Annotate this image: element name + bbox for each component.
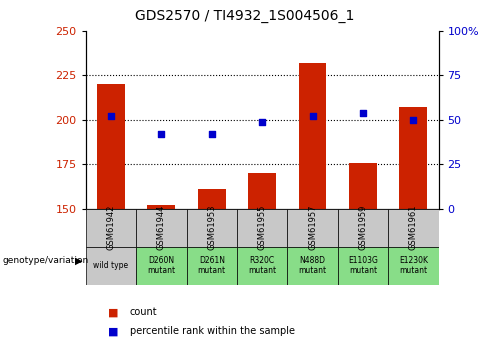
- Text: GSM61953: GSM61953: [207, 205, 216, 250]
- Text: count: count: [130, 307, 157, 317]
- Bar: [237, 209, 287, 247]
- Bar: [187, 247, 237, 285]
- Text: E1103G
mutant: E1103G mutant: [348, 256, 378, 275]
- Text: GSM61944: GSM61944: [157, 205, 166, 250]
- Text: GSM61957: GSM61957: [308, 205, 317, 250]
- Text: R320C
mutant: R320C mutant: [248, 256, 276, 275]
- Text: GSM61959: GSM61959: [359, 205, 368, 250]
- Text: GDS2570 / TI4932_1S004506_1: GDS2570 / TI4932_1S004506_1: [135, 9, 355, 23]
- Bar: [349, 162, 377, 209]
- Bar: [299, 63, 326, 209]
- Bar: [388, 247, 439, 285]
- Point: [107, 114, 115, 119]
- Point: [157, 131, 165, 137]
- Text: GSM61942: GSM61942: [106, 205, 116, 250]
- Text: ■: ■: [108, 307, 118, 317]
- Bar: [338, 209, 388, 247]
- Point: [208, 131, 216, 137]
- Bar: [248, 173, 276, 209]
- Text: E1230K
mutant: E1230K mutant: [399, 256, 428, 275]
- Text: GSM61961: GSM61961: [409, 205, 418, 250]
- Point: [309, 114, 317, 119]
- Text: GSM61955: GSM61955: [258, 205, 267, 250]
- Bar: [287, 247, 338, 285]
- Text: N488D
mutant: N488D mutant: [298, 256, 327, 275]
- Text: D260N
mutant: D260N mutant: [147, 256, 175, 275]
- Bar: [338, 247, 388, 285]
- Text: D261N
mutant: D261N mutant: [197, 256, 226, 275]
- Bar: [388, 209, 439, 247]
- Text: percentile rank within the sample: percentile rank within the sample: [130, 326, 295, 336]
- Point: [359, 110, 367, 116]
- Bar: [136, 209, 187, 247]
- Bar: [399, 107, 427, 209]
- Text: ▶: ▶: [75, 256, 82, 265]
- Point: [410, 117, 417, 123]
- Text: wild type: wild type: [94, 261, 128, 270]
- Bar: [187, 209, 237, 247]
- Bar: [287, 209, 338, 247]
- Bar: [97, 85, 125, 209]
- Bar: [86, 209, 136, 247]
- Bar: [198, 189, 225, 209]
- Bar: [237, 247, 287, 285]
- Bar: [136, 247, 187, 285]
- Text: ■: ■: [108, 326, 118, 336]
- Bar: [86, 247, 136, 285]
- Bar: [147, 205, 175, 209]
- Point: [258, 119, 266, 125]
- Text: genotype/variation: genotype/variation: [2, 256, 89, 265]
